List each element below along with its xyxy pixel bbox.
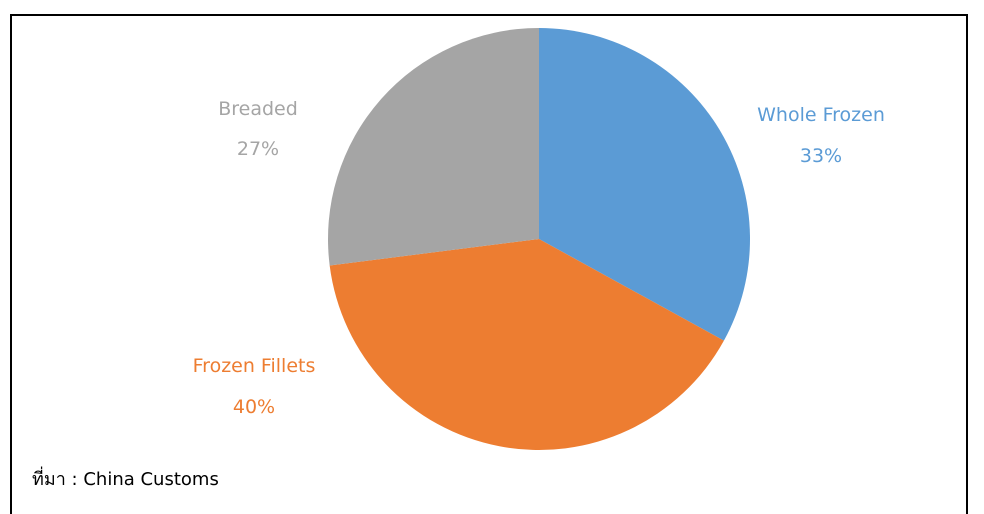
slice-value-label: 27% [237, 138, 279, 160]
source-note: ที่มา : China Customs [32, 469, 219, 490]
slice-value-label: 40% [233, 396, 275, 418]
pie-slice-whole-frozen [539, 28, 751, 341]
slice-labels: Whole Frozen 33% Frozen Fillets 40% Breaded 2… [193, 98, 885, 418]
slice-category-label: Breaded [218, 98, 298, 120]
slice-category-label: Whole Frozen [757, 104, 885, 126]
pie-slice-breaded [327, 28, 539, 266]
chart-frame [10, 14, 968, 514]
slice-value-label: 33% [800, 145, 842, 167]
slice-category-label: Frozen Fillets [193, 355, 316, 377]
pie-slice-frozen-fillets [329, 239, 724, 451]
pie-slices [327, 28, 751, 451]
